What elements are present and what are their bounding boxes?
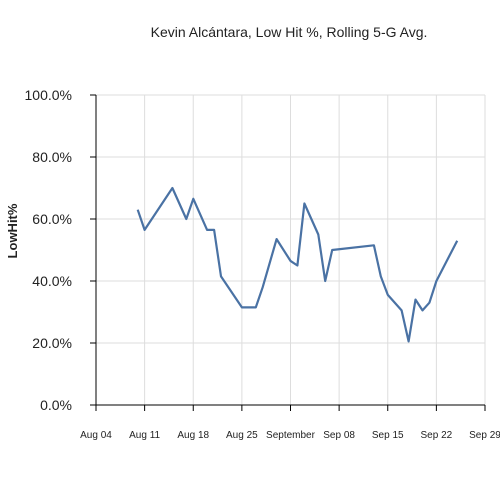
x-tick-label: Sep 29	[469, 430, 500, 441]
x-tick-label: Aug 25	[226, 430, 258, 441]
x-tick-label: Aug 11	[129, 430, 160, 441]
x-tick-label: Sep 22	[421, 430, 453, 441]
y-tick-label: 60.0%	[32, 211, 72, 227]
x-tick-label: September	[266, 430, 316, 441]
series-layer	[136, 186, 459, 343]
x-tick-label: Sep 08	[323, 430, 355, 441]
gridlines	[96, 94, 486, 406]
axes	[90, 94, 486, 411]
y-tick-labels: 0.0% 20.0% 40.0% 60.0% 80.0% 100.0%	[25, 87, 72, 413]
y-tick-label: 100.0%	[25, 87, 72, 103]
y-axis-label: LowHit%	[5, 203, 20, 258]
x-tick-label: Aug 04	[80, 430, 112, 441]
x-tick-label: Sep 15	[372, 430, 404, 441]
series-line	[136, 186, 459, 343]
x-tick-labels: Aug 04 Aug 11 Aug 18 Aug 25 September Sep 08 S…	[80, 430, 500, 441]
y-tick-label: 20.0%	[32, 335, 72, 351]
y-tick-label: 80.0%	[32, 149, 72, 165]
chart-title: Kevin Alcántara, Low Hit %, Rolling 5-G …	[151, 24, 428, 40]
x-tick-label: Aug 18	[177, 430, 209, 441]
y-tick-label: 40.0%	[32, 273, 72, 289]
y-tick-label: 0.0%	[40, 397, 72, 413]
